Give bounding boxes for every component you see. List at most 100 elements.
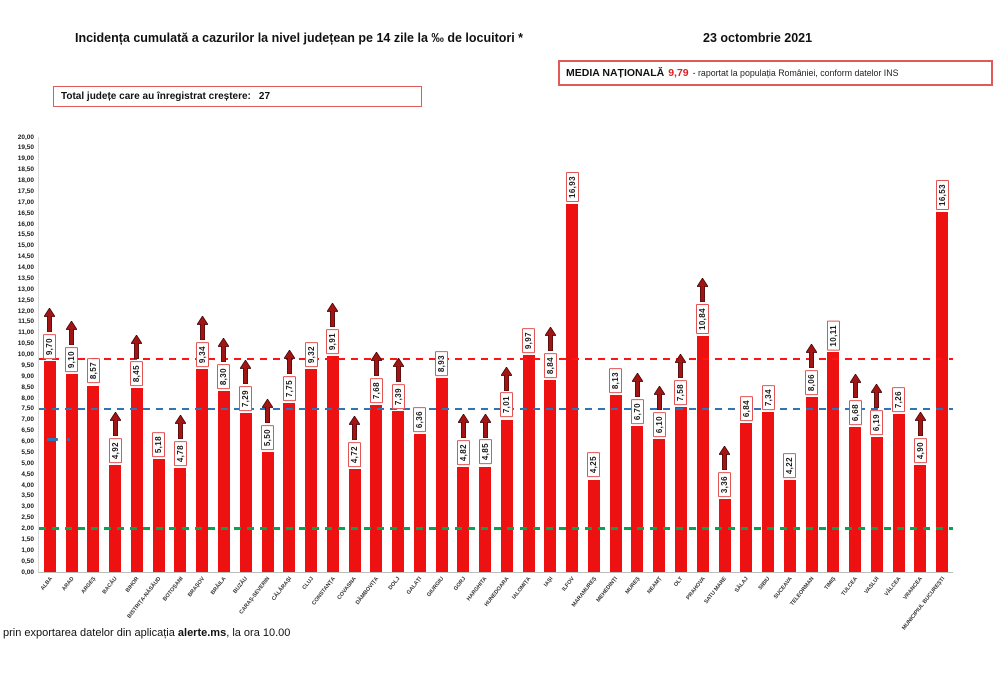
bar-dolj — [392, 411, 405, 572]
y-tick-label: 9,00 — [21, 372, 34, 380]
bar-value-label: 10,84 — [696, 304, 710, 335]
bar-value-label: 7,39 — [391, 384, 405, 410]
y-tick-label: 11,50 — [18, 318, 34, 326]
y-tick-label: 18,50 — [17, 166, 34, 174]
y-tick-label: 6,50 — [21, 427, 34, 435]
increase-total-box: Total județe care au înregistrat creșter… — [53, 86, 422, 107]
bar-cluj — [305, 369, 318, 572]
increase-arrow-icon — [370, 351, 382, 376]
bar-value-label: 4,90 — [913, 438, 927, 464]
bar-gala-i — [413, 433, 426, 572]
increase-arrow-icon — [501, 366, 513, 391]
bar-value-label: 9,91 — [326, 329, 340, 355]
footer-note: prin exportarea datelor din aplicația al… — [3, 627, 290, 639]
increase-arrow-icon — [262, 399, 273, 424]
bar-hunedoara — [500, 419, 513, 572]
y-tick-label: 13,50 — [17, 274, 34, 282]
chart-title: Incidența cumulată a cazurilor la nivel … — [75, 31, 524, 45]
bar-sibiu — [762, 412, 775, 572]
bar-value-label: 4,22 — [783, 453, 797, 479]
bar-value-label: 8,30 — [217, 364, 231, 390]
bar-value-label: 6,84 — [739, 396, 753, 422]
bar-giurgiu — [435, 377, 448, 572]
bar-value-label: 7,29 — [239, 386, 253, 412]
bar-timi- — [827, 352, 840, 572]
bar-arge- — [87, 385, 100, 572]
bar-value-label: 9,32 — [304, 342, 318, 368]
reference-line-threshold-2-00 — [39, 527, 953, 530]
increase-arrow-icon — [871, 384, 883, 409]
increase-arrow-icon — [283, 350, 295, 375]
y-tick-label: 0,50 — [21, 557, 34, 565]
bar-c-l-ra-i — [283, 403, 296, 572]
increase-arrow-icon — [44, 308, 56, 333]
y-tick-label: 3,00 — [21, 503, 34, 511]
increase-arrow-icon — [327, 303, 339, 328]
bar-covasna — [348, 469, 361, 572]
increase-arrow-icon — [479, 413, 491, 438]
increase-arrow-icon — [457, 414, 469, 439]
bar-value-label: 9,70 — [43, 333, 57, 360]
bar-buz-u — [239, 413, 252, 572]
y-tick-label: 4,00 — [21, 481, 34, 489]
bar-value-label: 4,25 — [587, 452, 601, 478]
y-tick-label: 6,00 — [21, 438, 34, 445]
bar-v-lcea — [892, 414, 905, 572]
y-tick-label: 12,50 — [17, 296, 34, 304]
increase-arrow-icon — [349, 416, 361, 441]
footer-text-suffix: , la ora 10.00 — [226, 627, 291, 639]
y-tick-label: 3,50 — [21, 492, 34, 500]
bar-bac-u — [109, 465, 122, 572]
y-tick-label: 13,00 — [17, 285, 34, 293]
bar-mehedin-i — [609, 395, 622, 572]
y-tick-label: 1,00 — [21, 546, 34, 554]
bar-chart: 20,00 19,50 19,00 18,50 18,00 17,50 17,00 16,50… — [17, 134, 953, 631]
y-tick-label: 4,50 — [21, 470, 34, 478]
bar-arad — [65, 374, 78, 572]
bar-teleorman — [805, 396, 818, 572]
bar-value-label: 16,93 — [565, 171, 579, 202]
y-tick-label: 1,50 — [21, 535, 34, 543]
stray-blue-dot — [67, 438, 70, 441]
footer-text-prefix: prin exportarea datelor din aplicația — [3, 627, 178, 639]
bar-value-label: 9,10 — [65, 346, 79, 373]
y-tick-label: 15,50 — [17, 231, 34, 239]
bar-value-label: 7,68 — [369, 377, 383, 403]
bar-boto-ani — [174, 468, 187, 572]
bar-value-label: 7,01 — [500, 392, 514, 418]
y-tick-label: 8,50 — [21, 383, 34, 391]
bar-value-label: 9,97 — [522, 327, 536, 354]
y-tick-label: 17,00 — [17, 198, 34, 206]
bar-value-label: 4,82 — [456, 440, 470, 466]
bar-value-label: 7,34 — [761, 385, 775, 411]
y-tick-label: 7,00 — [21, 416, 34, 424]
increase-arrow-icon — [66, 321, 78, 346]
bar-ia-i — [544, 379, 557, 572]
increase-arrow-icon — [719, 445, 730, 470]
stray-blue-dash — [47, 438, 58, 441]
bar-value-label: 4,92 — [108, 437, 122, 463]
y-tick-label: 15,00 — [17, 242, 34, 250]
y-tick-label: 2,00 — [21, 525, 34, 532]
bar-olt — [674, 407, 687, 572]
y-tick-label: 11,00 — [18, 329, 34, 337]
bar-value-label: 10,11 — [826, 320, 840, 351]
increase-arrow-icon — [806, 343, 818, 368]
bar-harghita — [479, 466, 492, 572]
y-tick-label: 0,00 — [21, 568, 34, 576]
y-tick-label: 7,50 — [21, 405, 34, 413]
bar-value-label: 8,45 — [130, 361, 144, 387]
increase-total-label: Total județe care au înregistrat creșter… — [61, 91, 251, 102]
y-tick-label: 14,00 — [17, 264, 34, 271]
bar-satu-mare — [718, 498, 731, 572]
bar-maramure- — [587, 479, 600, 572]
bar-br-ila — [217, 391, 230, 572]
bar-value-label: 5,50 — [261, 425, 274, 451]
y-tick-label: 16,00 — [17, 220, 34, 228]
y-tick-label: 16,50 — [17, 209, 34, 217]
bar-value-label: 8,57 — [86, 358, 100, 384]
y-tick-label: 19,00 — [17, 155, 34, 163]
bar-value-label: 9,34 — [195, 341, 209, 367]
bar-value-label: 6,68 — [848, 399, 862, 425]
